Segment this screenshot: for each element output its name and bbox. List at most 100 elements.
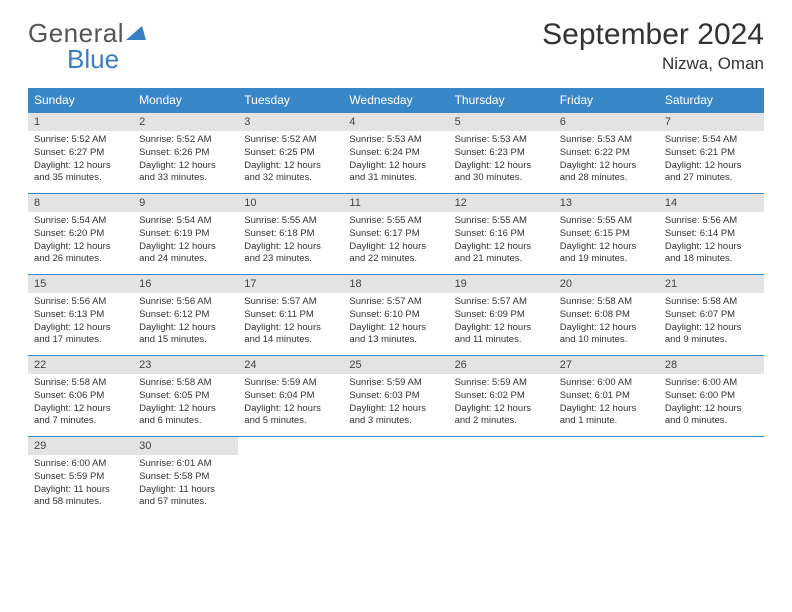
sunrise-line: Sunrise: 5:53 AM [349,134,442,147]
sunrise-line: Sunrise: 5:54 AM [139,215,232,228]
sunrise-line: Sunrise: 5:52 AM [34,134,127,147]
daylight-line: Daylight: 12 hours and 35 minutes. [34,160,127,186]
day-cell [554,437,659,518]
sunrise-line: Sunrise: 5:55 AM [244,215,337,228]
day-number: 8 [28,194,133,212]
day-cell: 4Sunrise: 5:53 AMSunset: 6:24 PMDaylight… [343,113,448,194]
sunset-line: Sunset: 6:04 PM [244,390,337,403]
day-details: Sunrise: 5:57 AMSunset: 6:09 PMDaylight:… [449,293,554,355]
sunrise-line: Sunrise: 6:00 AM [665,377,758,390]
sunset-line: Sunset: 6:14 PM [665,228,758,241]
sunrise-line: Sunrise: 5:55 AM [455,215,548,228]
daylight-line: Daylight: 12 hours and 19 minutes. [560,241,653,267]
day-cell: 15Sunrise: 5:56 AMSunset: 6:13 PMDayligh… [28,275,133,356]
day-number: 9 [133,194,238,212]
week-row: 29Sunrise: 6:00 AMSunset: 5:59 PMDayligh… [28,437,764,518]
daylight-line: Daylight: 12 hours and 14 minutes. [244,322,337,348]
calendar-table: Sunday Monday Tuesday Wednesday Thursday… [28,88,764,517]
day-cell: 26Sunrise: 5:59 AMSunset: 6:02 PMDayligh… [449,356,554,437]
sunrise-line: Sunrise: 5:52 AM [244,134,337,147]
day-number: 11 [343,194,448,212]
sunset-line: Sunset: 5:59 PM [34,471,127,484]
day-details: Sunrise: 5:58 AMSunset: 6:06 PMDaylight:… [28,374,133,436]
day-cell: 1Sunrise: 5:52 AMSunset: 6:27 PMDaylight… [28,113,133,194]
daylight-line: Daylight: 12 hours and 31 minutes. [349,160,442,186]
daylight-line: Daylight: 12 hours and 13 minutes. [349,322,442,348]
daylight-line: Daylight: 12 hours and 3 minutes. [349,403,442,429]
day-number: 16 [133,275,238,293]
sunrise-line: Sunrise: 5:59 AM [349,377,442,390]
daylight-line: Daylight: 12 hours and 28 minutes. [560,160,653,186]
sunset-line: Sunset: 6:19 PM [139,228,232,241]
day-cell: 25Sunrise: 5:59 AMSunset: 6:03 PMDayligh… [343,356,448,437]
sunset-line: Sunset: 6:12 PM [139,309,232,322]
day-cell: 22Sunrise: 5:58 AMSunset: 6:06 PMDayligh… [28,356,133,437]
day-cell: 23Sunrise: 5:58 AMSunset: 6:05 PMDayligh… [133,356,238,437]
sunset-line: Sunset: 6:27 PM [34,147,127,160]
sunset-line: Sunset: 6:06 PM [34,390,127,403]
day-cell: 28Sunrise: 6:00 AMSunset: 6:00 PMDayligh… [659,356,764,437]
dow-monday: Monday [133,88,238,113]
day-cell: 11Sunrise: 5:55 AMSunset: 6:17 PMDayligh… [343,194,448,275]
daylight-line: Daylight: 12 hours and 23 minutes. [244,241,337,267]
day-details: Sunrise: 5:57 AMSunset: 6:10 PMDaylight:… [343,293,448,355]
daylight-line: Daylight: 11 hours and 58 minutes. [34,484,127,510]
day-cell: 19Sunrise: 5:57 AMSunset: 6:09 PMDayligh… [449,275,554,356]
day-cell [238,437,343,518]
day-cell [343,437,448,518]
daylight-line: Daylight: 12 hours and 11 minutes. [455,322,548,348]
day-cell: 2 Sunrise: 5:52 AMSunset: 6:26 PMDaylight… [133,113,238,194]
daylight-line: Daylight: 12 hours and 5 minutes. [244,403,337,429]
week-row: 8Sunrise: 5:54 AMSunset: 6:20 PMDaylight… [28,194,764,275]
sunrise-line: Sunrise: 5:59 AM [455,377,548,390]
day-details: Sunrise: 6:01 AMSunset: 5:58 PMDaylight:… [133,455,238,517]
sunset-line: Sunset: 6:08 PM [560,309,653,322]
day-details: Sunrise: 6:00 AMSunset: 5:59 PMDaylight:… [28,455,133,517]
sunrise-line: Sunrise: 5:52 AM [139,134,232,147]
location: Nizwa, Oman [542,54,764,74]
day-number: 3 [238,113,343,131]
logo-text-blue: Blue [67,44,119,74]
day-number: 19 [449,275,554,293]
sunset-line: Sunset: 6:13 PM [34,309,127,322]
day-cell [449,437,554,518]
month-title: September 2024 [542,18,764,52]
dow-thursday: Thursday [449,88,554,113]
day-number: 21 [659,275,764,293]
sunset-line: Sunset: 6:16 PM [455,228,548,241]
sunrise-line: Sunrise: 6:00 AM [560,377,653,390]
day-details: Sunrise: 5:55 AMSunset: 6:15 PMDaylight:… [554,212,659,274]
daylight-line: Daylight: 12 hours and 26 minutes. [34,241,127,267]
day-details: Sunrise: 5:59 AMSunset: 6:03 PMDaylight:… [343,374,448,436]
day-cell: 20Sunrise: 5:58 AMSunset: 6:08 PMDayligh… [554,275,659,356]
sunset-line: Sunset: 6:11 PM [244,309,337,322]
day-details: Sunrise: 5:57 AMSunset: 6:11 PMDaylight:… [238,293,343,355]
sunrise-line: Sunrise: 5:58 AM [560,296,653,309]
day-number: 27 [554,356,659,374]
day-cell: 6Sunrise: 5:53 AMSunset: 6:22 PMDaylight… [554,113,659,194]
sunset-line: Sunset: 6:18 PM [244,228,337,241]
day-number: 26 [449,356,554,374]
daylight-line: Daylight: 12 hours and 17 minutes. [34,322,127,348]
day-details: Sunrise: 5:56 AMSunset: 6:12 PMDaylight:… [133,293,238,355]
week-row: 22Sunrise: 5:58 AMSunset: 6:06 PMDayligh… [28,356,764,437]
day-number: 28 [659,356,764,374]
dow-sunday: Sunday [28,88,133,113]
sunrise-line: Sunrise: 5:57 AM [349,296,442,309]
day-number: 13 [554,194,659,212]
day-details: Sunrise: 5:55 AMSunset: 6:18 PMDaylight:… [238,212,343,274]
sunset-line: Sunset: 6:01 PM [560,390,653,403]
day-details: Sunrise: 5:54 AMSunset: 6:20 PMDaylight:… [28,212,133,274]
sunset-line: Sunset: 6:07 PM [665,309,758,322]
day-details: Sunrise: 5:53 AMSunset: 6:22 PMDaylight:… [554,131,659,193]
sunset-line: Sunset: 6:00 PM [665,390,758,403]
dow-friday: Friday [554,88,659,113]
day-cell: 14Sunrise: 5:56 AMSunset: 6:14 PMDayligh… [659,194,764,275]
daylight-line: Daylight: 12 hours and 33 minutes. [139,160,232,186]
week-row: 15Sunrise: 5:56 AMSunset: 6:13 PMDayligh… [28,275,764,356]
sunset-line: Sunset: 6:26 PM [139,147,232,160]
day-cell: 29Sunrise: 6:00 AMSunset: 5:59 PMDayligh… [28,437,133,518]
day-number: 2 [133,113,238,131]
day-details: Sunrise: 6:00 AMSunset: 6:00 PMDaylight:… [659,374,764,436]
day-details: Sunrise: 5:52 AMSunset: 6:27 PMDaylight:… [28,131,133,193]
